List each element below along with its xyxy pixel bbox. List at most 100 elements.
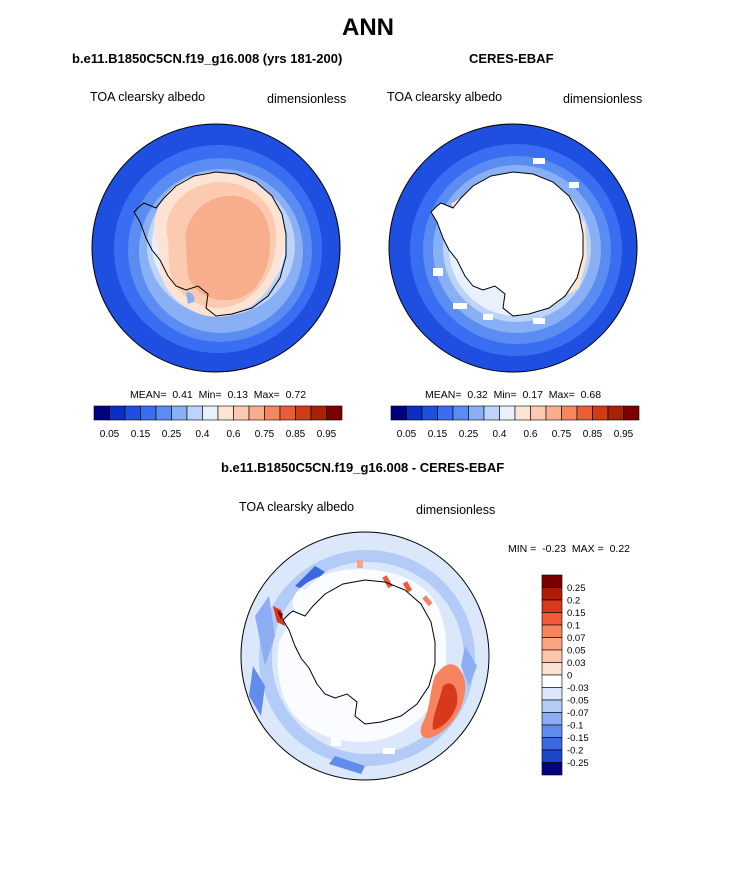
- max-label: Max=: [548, 389, 575, 401]
- mean-value: 0.32: [467, 389, 488, 401]
- colorbar-tick-label: 0.6: [524, 429, 538, 440]
- colorbar-label: -0.03: [567, 683, 589, 694]
- colorbar-tick-label: 0.95: [614, 429, 634, 440]
- colorbar-box: [541, 687, 563, 701]
- colorbar-tick-label: 0.6: [227, 429, 241, 440]
- colorbar-box: [541, 712, 563, 726]
- mean-label: MEAN=: [130, 389, 167, 401]
- colorbar-model: 0.05 0.15 0.25 0.4 0.6 0.75 0.85 0.95: [93, 405, 343, 440]
- colorbar-box: [576, 405, 593, 421]
- colorbar-label: 0.07: [567, 633, 586, 644]
- colorbar-tick-label: 0.75: [552, 429, 572, 440]
- colorbar-box: [406, 405, 423, 421]
- panel-2-units: dimensionless: [563, 92, 643, 106]
- colorbar-box: [561, 405, 578, 421]
- colorbar-tick-label: 0.15: [131, 429, 151, 440]
- colorbar-box: [541, 587, 563, 601]
- diff-units: dimensionless: [416, 503, 496, 517]
- diff-variable: TOA clearsky albedo: [239, 500, 355, 514]
- colorbar-box: [541, 699, 563, 713]
- colorbar-box: [541, 662, 563, 676]
- colorbar-label: 0.15: [567, 608, 586, 619]
- colorbar-box: [545, 405, 562, 421]
- colorbar-box: [93, 405, 110, 421]
- colorbar-label: -0.2: [567, 746, 583, 757]
- max-value: 0.22: [609, 543, 631, 555]
- colorbar-tick-label: 0.4: [196, 429, 210, 440]
- colorbar-box: [541, 599, 563, 613]
- colorbar-box: [186, 405, 203, 421]
- panel-1-variable: TOA clearsky albedo: [90, 90, 206, 104]
- colorbar-tick-label: 0.4: [493, 429, 507, 440]
- colorbar-box: [541, 637, 563, 651]
- panel-2-variable: TOA clearsky albedo: [387, 90, 503, 104]
- colorbar-box: [541, 574, 563, 588]
- colorbar-box: [171, 405, 188, 421]
- colorbar-box: [514, 405, 531, 421]
- colorbar-box: [202, 405, 219, 421]
- colorbar-box: [124, 405, 141, 421]
- colorbar-box: [541, 649, 563, 663]
- min-label: Min=: [493, 389, 517, 401]
- colorbar-tick-label: 0.05: [397, 429, 417, 440]
- colorbar-tick-label: 0.85: [583, 429, 603, 440]
- colorbar-ceres: 0.05 0.15 0.25 0.4 0.6 0.75 0.85 0.95: [390, 405, 640, 440]
- colorbar-box: [233, 405, 250, 421]
- min-label: MIN =: [508, 543, 537, 555]
- colorbar-label: 0.05: [567, 646, 586, 657]
- colorbar-box: [279, 405, 296, 421]
- min-value: 0.17: [522, 389, 543, 401]
- max-label: MAX =: [571, 543, 604, 555]
- colorbar-box: [248, 405, 265, 421]
- colorbar-box: [499, 405, 516, 421]
- colorbar-label: -0.15: [567, 733, 589, 744]
- diff-stats: MIN = -0.23 MAX = 0.22: [508, 543, 630, 555]
- colorbar-box: [264, 405, 281, 421]
- colorbar-box: [452, 405, 469, 421]
- colorbar-box: [541, 612, 563, 626]
- main-title: ANN: [342, 14, 394, 41]
- colorbar-box: [140, 405, 157, 421]
- colorbar-box: [483, 405, 500, 421]
- colorbar-tick-label: 0.85: [286, 429, 306, 440]
- colorbar-box: [390, 405, 407, 421]
- colorbar-box: [592, 405, 609, 421]
- colorbar-tick-label: 0.15: [428, 429, 448, 440]
- colorbar-box: [295, 405, 312, 421]
- colorbar-label: -0.07: [567, 708, 589, 719]
- colorbar-box: [541, 749, 563, 763]
- colorbar-label: 0.2: [567, 596, 580, 607]
- colorbar-box: [541, 674, 563, 688]
- colorbar-box: [530, 405, 547, 421]
- colorbar-box: [623, 405, 640, 421]
- map-difference: [240, 531, 490, 781]
- colorbar-tick-label: 0.05: [100, 429, 120, 440]
- min-label: Min=: [198, 389, 222, 401]
- map-model: [91, 123, 341, 373]
- colorbar-box: [437, 405, 454, 421]
- colorbar-box: [541, 724, 563, 738]
- panel-1-units: dimensionless: [267, 92, 347, 106]
- mean-label: MEAN=: [425, 389, 462, 401]
- max-value: 0.72: [285, 389, 307, 401]
- min-value: 0.13: [227, 389, 248, 401]
- colorbar-box: [607, 405, 624, 421]
- map-ceres: [388, 123, 638, 373]
- colorbar-difference: 0.250.20.150.10.070.050.030-0.03-0.05-0.…: [541, 574, 589, 776]
- colorbar-box: [217, 405, 234, 421]
- colorbar-box: [326, 405, 343, 421]
- colorbar-box: [541, 737, 563, 751]
- panel-1-stats: MEAN= 0.41 Min= 0.13 Max= 0.72: [130, 389, 306, 401]
- colorbar-box: [109, 405, 126, 421]
- colorbar-label: 0.1: [567, 621, 580, 632]
- mean-value: 0.41: [172, 389, 193, 401]
- colorbar-label: -0.25: [567, 758, 589, 769]
- panel-2-stats: MEAN= 0.32 Min= 0.17 Max= 0.68: [425, 389, 601, 401]
- colorbar-tick-label: 0.95: [317, 429, 337, 440]
- colorbar-box: [421, 405, 438, 421]
- diff-title: b.e11.B1850C5CN.f19_g16.008 - CERES-EBAF: [221, 460, 505, 475]
- min-value: -0.23: [542, 543, 567, 555]
- colorbar-label: -0.05: [567, 696, 589, 707]
- colorbar-box: [468, 405, 485, 421]
- colorbar-label: 0.03: [567, 658, 586, 669]
